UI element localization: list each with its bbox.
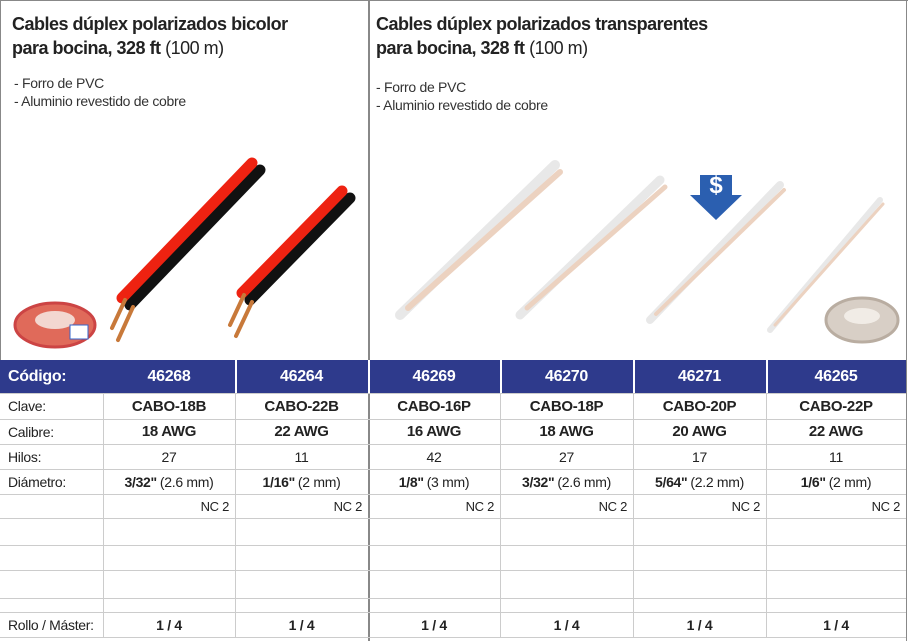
codigo-cell: 46264 — [280, 367, 323, 385]
panel-title: Cables dúplex polarizados bicolor para b… — [12, 14, 288, 58]
clave-cell: CABO-22B — [264, 397, 339, 415]
row-label: Hilos: — [8, 448, 42, 465]
codigo-cell: 46270 — [545, 367, 588, 385]
header-sep — [766, 360, 768, 393]
row-label: Diámetro: — [8, 473, 66, 490]
codigo-cell: 46269 — [412, 367, 456, 385]
clave-cell: CABO-16P — [397, 397, 471, 415]
rollo-cell: 1 / 4 — [823, 616, 849, 633]
calibre-cell: 18 AWG — [141, 423, 197, 440]
rollo-cell: 1 / 4 — [553, 616, 580, 633]
diametro-mm: (2 mm) — [828, 473, 872, 490]
diametro-cell: 1/16" (2 mm) — [235, 469, 368, 494]
features: - Forro de PVC - Aluminio revestido de c… — [376, 78, 548, 114]
clave-cell: CABO-20P — [662, 397, 737, 415]
rollo-cell: 1 / 4 — [156, 616, 182, 633]
row-line — [0, 393, 906, 394]
diametro-mm: (3 mm) — [426, 473, 470, 490]
diametro-mm: (2.2 mm) — [690, 473, 744, 490]
row-line — [0, 545, 906, 546]
border — [906, 0, 907, 641]
calibre-cell: 16 AWG — [406, 423, 462, 440]
row-line — [0, 612, 906, 613]
feature: - Forro de PVC — [14, 75, 104, 91]
header-row — [0, 360, 906, 393]
panel-title: Cables dúplex polarizados transparentes … — [376, 14, 708, 58]
diametro-cell: 5/64" (2.2 mm) — [633, 469, 766, 494]
calibre-cell: 22 AWG — [274, 423, 329, 440]
header-sep — [368, 360, 370, 393]
nc-cell: NC 2 — [465, 498, 495, 514]
row-line — [0, 444, 906, 445]
feature: - Aluminio revestido de cobre — [14, 93, 186, 109]
diametro-cell: 3/32" (2.6 mm) — [103, 469, 235, 494]
diametro-mm: (2 mm) — [297, 473, 341, 490]
row-label: Clave: — [8, 398, 46, 414]
feature: - Forro de PVC — [376, 79, 466, 95]
row-label: Calibre: — [8, 423, 54, 440]
hilos-cell: 27 — [161, 448, 177, 465]
price-badge: $ — [709, 172, 723, 199]
product-images — [13, 157, 900, 349]
rollo-cell: 1 / 4 — [686, 616, 713, 633]
clave-cell: CABO-18P — [529, 397, 604, 415]
hilos-cell: 11 — [829, 448, 843, 465]
col-line — [633, 393, 634, 637]
col-line — [500, 393, 501, 637]
diametro-cell: 3/32" (2.6 mm) — [500, 469, 633, 494]
hilos-cell: 17 — [692, 448, 707, 465]
diametro-fraction: 3/32" — [124, 473, 158, 490]
rollo-cell: 1 / 4 — [421, 616, 447, 633]
diametro-mm: (2.6 mm) — [557, 473, 611, 490]
row-line — [0, 419, 906, 420]
diametro-fraction: 1/6" — [800, 473, 826, 490]
codigo-cell: 46268 — [147, 367, 191, 385]
nc-cell: NC 2 — [871, 498, 901, 514]
row-label: Rollo / Máster: — [8, 616, 94, 633]
features: - Forro de PVC - Aluminio revestido de c… — [14, 74, 186, 110]
col-line — [766, 393, 767, 637]
border — [0, 0, 908, 1]
row-line — [0, 469, 906, 470]
row-line — [0, 570, 906, 571]
col-line — [103, 393, 104, 637]
header-sep — [500, 360, 502, 393]
hilos-cell: 11 — [294, 448, 309, 465]
row-label: Código: — [8, 367, 67, 385]
calibre-cell: 22 AWG — [808, 423, 864, 440]
nc-cell: NC 2 — [333, 498, 363, 514]
row-line — [0, 598, 906, 599]
diametro-fraction: 1/8" — [398, 473, 424, 490]
row-line — [0, 637, 906, 638]
clave-cell: CABO-18B — [131, 397, 207, 415]
diametro-fraction: 5/64" — [655, 473, 688, 490]
clave-cell: CABO-22P — [799, 397, 873, 415]
diametro-cell: 1/8" (3 mm) — [368, 469, 500, 494]
diametro-fraction: 1/16" — [262, 473, 296, 490]
row-line — [0, 494, 906, 495]
rollo-cell: 1 / 4 — [288, 616, 315, 633]
diametro-mm: (2.6 mm) — [159, 473, 214, 490]
col-line — [235, 393, 236, 637]
diametro-cell: 1/6" (2 mm) — [766, 469, 906, 494]
calibre-cell: 18 AWG — [539, 423, 594, 440]
border — [0, 0, 1, 360]
divider — [368, 0, 370, 641]
nc-cell: NC 2 — [598, 498, 628, 514]
header-sep — [235, 360, 237, 393]
codigo-cell: 46265 — [814, 367, 858, 385]
nc-cell: NC 2 — [731, 498, 761, 514]
nc-cell: NC 2 — [200, 498, 230, 514]
feature: - Aluminio revestido de cobre — [376, 97, 548, 113]
row-line — [0, 518, 906, 519]
diametro-fraction: 3/32" — [522, 473, 555, 490]
calibre-cell: 20 AWG — [672, 423, 727, 440]
hilos-cell: 42 — [426, 448, 442, 465]
codigo-cell: 46271 — [678, 367, 721, 385]
hilos-cell: 27 — [559, 448, 574, 465]
header-sep — [633, 360, 635, 393]
